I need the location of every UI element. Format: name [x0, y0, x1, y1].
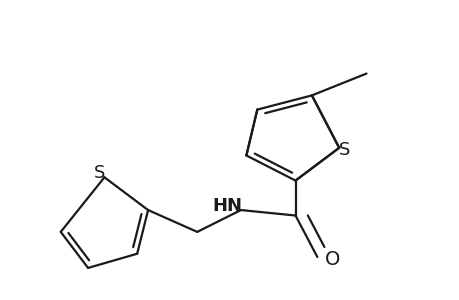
Text: S: S: [338, 141, 350, 159]
Text: HN: HN: [213, 197, 242, 215]
Text: S: S: [94, 164, 106, 182]
Text: O: O: [324, 250, 340, 269]
